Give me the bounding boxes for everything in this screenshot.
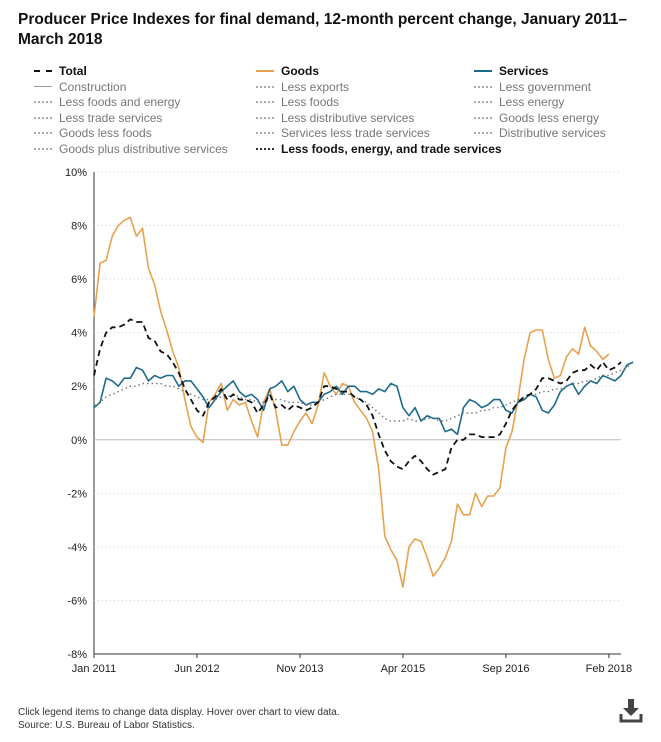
- legend-label: Construction: [59, 79, 127, 94]
- legend-swatch: [474, 70, 492, 72]
- legend-item-less-government[interactable]: Less government: [474, 79, 591, 95]
- x-tick-label: Nov 2013: [276, 663, 323, 675]
- legend-label: Goods plus distributive services: [59, 142, 228, 156]
- legend-label: Distributive services: [499, 126, 606, 141]
- y-tick-label: -8%: [67, 649, 87, 661]
- legend-item-less-trade-services[interactable]: Less trade services: [34, 110, 162, 126]
- legend-label: Goods less energy: [499, 110, 600, 125]
- y-tick-label: 6%: [71, 274, 87, 286]
- legend-label: Less foods and energy: [59, 95, 181, 110]
- legend-item-goods-less-foods[interactable]: Goods less foods: [34, 125, 152, 141]
- legend-item-goods-less-energy[interactable]: Goods less energy: [474, 110, 599, 126]
- legend-swatch: [474, 101, 492, 104]
- legend-swatch: [34, 101, 52, 104]
- legend-swatch: [474, 132, 492, 135]
- legend-item-construction[interactable]: Construction: [34, 79, 126, 95]
- legend-swatch: [256, 101, 274, 104]
- legend-label: Total: [59, 64, 87, 78]
- legend-item-services-less-trade-services[interactable]: Services less trade services: [256, 125, 430, 141]
- x-tick-label: Feb 2018: [586, 663, 632, 675]
- series-line-services: [93, 361, 634, 436]
- download-icon[interactable]: [619, 697, 643, 723]
- series-lines: [93, 216, 634, 588]
- legend-swatch: [34, 148, 52, 150]
- legend-item-distributive-services[interactable]: Distributive services: [474, 125, 606, 141]
- y-tick-label: 2%: [71, 381, 87, 393]
- legend-swatch: [34, 116, 52, 119]
- legend-swatch: [256, 132, 274, 135]
- x-axis-ticks: Jan 2011 Jun 2012 Nov 2013 Apr 2015 Sep 2016…: [72, 654, 632, 675]
- x-tick-label: Apr 2015: [381, 663, 426, 675]
- series-line-less-foods-energy-and-trade-services: [93, 361, 634, 422]
- series-line-goods: [93, 216, 610, 588]
- y-tick-label: 4%: [71, 328, 87, 340]
- series-line-total: [93, 318, 622, 476]
- legend-swatch: [256, 148, 274, 150]
- y-axis-ticks: 10% 8% 6% 4% 2% 0% -2% -4% -6% -8%: [65, 167, 87, 661]
- legend-swatch: [256, 70, 274, 72]
- legend-item-less-foods-and-energy[interactable]: Less foods and energy: [34, 94, 180, 110]
- grid-lines: [93, 171, 621, 655]
- footer-note: Click legend items to change data displa…: [18, 707, 340, 718]
- y-tick-label: 8%: [71, 221, 87, 233]
- legend-label: Less energy: [499, 95, 565, 110]
- legend-item-goods[interactable]: Goods: [256, 63, 319, 79]
- legend-label: Goods: [281, 64, 319, 78]
- legend-label: Less trade services: [59, 110, 163, 125]
- legend-label: Less exports: [281, 79, 350, 94]
- legend-label: Less foods, energy, and trade services: [281, 142, 502, 156]
- legend-swatch: [474, 116, 492, 119]
- legend-swatch: [34, 70, 52, 72]
- footer-source: Source: U.S. Bureau of Labor Statistics.: [18, 720, 195, 731]
- legend-swatch: [474, 85, 492, 88]
- legend-item-less-distributive-services[interactable]: Less distributive services: [256, 110, 414, 126]
- legend-swatch: [256, 116, 274, 119]
- legend-label: Less foods: [281, 95, 340, 110]
- legend-label: Less government: [499, 79, 592, 94]
- legend-label: Services less trade services: [281, 126, 430, 141]
- legend-swatch: [34, 132, 52, 135]
- y-tick-label: -2%: [67, 488, 87, 500]
- legend-item-less-energy[interactable]: Less energy: [474, 94, 564, 110]
- y-tick-label: 10%: [65, 167, 87, 179]
- legend-label: Services: [499, 64, 549, 78]
- y-tick-label: 0%: [71, 435, 87, 447]
- y-tick-label: -4%: [67, 542, 87, 554]
- legend-item-services[interactable]: Services: [474, 63, 548, 79]
- legend-item-less-foods[interactable]: Less foods: [256, 94, 339, 110]
- x-tick-label: Sep 2016: [482, 663, 529, 675]
- y-tick-label: -6%: [67, 595, 87, 607]
- legend-swatch: [256, 85, 274, 88]
- x-tick-label: Jan 2011: [72, 663, 116, 675]
- legend-label: Less distributive services: [281, 110, 415, 125]
- legend-item-less-exports[interactable]: Less exports: [256, 79, 349, 95]
- chart-title: Producer Price Indexes for final demand,…: [18, 11, 628, 48]
- x-tick-label: Jun 2012: [174, 663, 219, 675]
- legend-item-less-foods-energy-and-trade-services[interactable]: Less foods, energy, and trade services: [256, 141, 502, 157]
- legend-label: Goods less foods: [59, 126, 152, 141]
- legend-item-total[interactable]: Total: [34, 63, 87, 79]
- legend-swatch: [34, 86, 52, 88]
- legend-item-goods-plus-distributive-services[interactable]: Goods plus distributive services: [34, 141, 228, 157]
